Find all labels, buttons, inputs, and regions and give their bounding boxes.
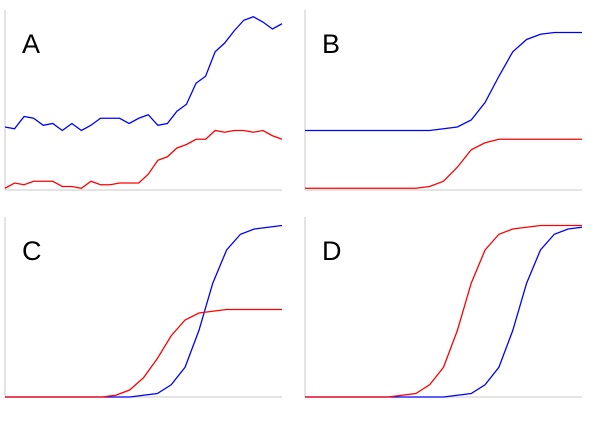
panel: C — [4, 217, 283, 398]
panel: B — [304, 10, 582, 191]
panel: A — [4, 10, 283, 191]
panel-label: A — [22, 29, 40, 59]
data-line — [5, 224, 283, 398]
panel-label: D — [322, 236, 342, 266]
data-line — [305, 138, 582, 189]
data-line — [4, 129, 283, 189]
data-line — [305, 224, 582, 398]
data-line — [4, 16, 283, 132]
panel-label: C — [22, 236, 42, 266]
data-line — [305, 31, 582, 132]
panel-label: B — [322, 29, 340, 59]
data-line — [5, 308, 282, 398]
data-line — [305, 226, 583, 398]
panel: D — [304, 217, 583, 398]
